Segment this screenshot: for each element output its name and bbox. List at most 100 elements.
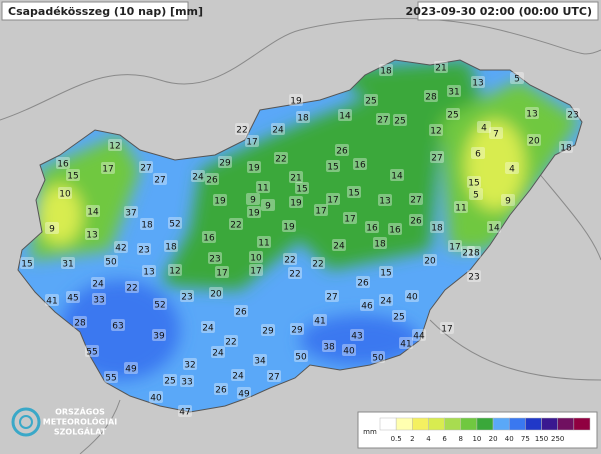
legend-label: 2 [410, 435, 414, 443]
station-box [405, 290, 419, 302]
station-box [467, 176, 481, 188]
station-box [247, 161, 261, 173]
station-box [294, 350, 308, 362]
station-value: 18 [374, 240, 386, 250]
legend-swatch [412, 417, 429, 431]
station-box [338, 109, 352, 121]
station-box [371, 351, 385, 363]
station-box [202, 231, 216, 243]
station-value: 55 [105, 374, 116, 384]
station-value: 20 [210, 290, 222, 300]
station-value: 10 [59, 190, 71, 200]
station-box [237, 387, 251, 399]
station-value: 22 [312, 260, 323, 270]
title-box [1, 1, 189, 21]
station-value: 31 [448, 88, 459, 98]
station-value: 33 [93, 296, 104, 306]
station-value: 4 [481, 124, 487, 134]
station-box [283, 253, 297, 265]
station-value: 22 [225, 338, 236, 348]
station-value: 23 [138, 246, 149, 256]
station-value: 18 [468, 249, 480, 259]
station-value: 24 [92, 280, 104, 290]
station-box [149, 391, 163, 403]
logo: ORSZÁGOS METEOROLÓGIAI SZOLGÁLAT [11, 406, 117, 437]
station-value: 22 [230, 221, 241, 231]
station-box [376, 113, 390, 125]
station-box [469, 188, 483, 200]
station-box [45, 294, 59, 306]
station-box [124, 362, 138, 374]
station-box [261, 199, 275, 211]
station-box [20, 257, 34, 269]
station-box [447, 85, 461, 97]
station-box [332, 239, 346, 251]
legend-swatch [444, 417, 462, 431]
station-value: 49 [238, 390, 250, 400]
station-box [114, 241, 128, 253]
station-box [137, 243, 151, 255]
legend-swatch [476, 417, 494, 431]
station-value: 15 [327, 163, 338, 173]
legend-label: 4 [426, 435, 431, 443]
station-value: 43 [351, 332, 362, 342]
station-value: 49 [125, 365, 137, 375]
station-value: 15 [468, 179, 479, 189]
station-value: 29 [219, 159, 231, 169]
station-box [392, 310, 406, 322]
station-box [525, 107, 539, 119]
logo-mark [19, 415, 33, 429]
station-box [313, 314, 327, 326]
station-value: 22 [126, 284, 137, 294]
station-box [56, 157, 70, 169]
station-box [378, 194, 392, 206]
station-value: 23 [209, 255, 220, 265]
station-box [229, 218, 243, 230]
station-value: 26 [215, 386, 227, 396]
station-value: 10 [250, 254, 262, 264]
station-box [85, 228, 99, 240]
legend-unit: mm [363, 428, 377, 436]
station-value: 22 [236, 126, 247, 136]
station-box [440, 322, 454, 334]
station-box [234, 305, 248, 317]
station-value: 25 [394, 117, 405, 127]
station-value: 12 [169, 267, 180, 277]
station-box [388, 223, 402, 235]
station-value: 38 [323, 343, 335, 353]
logo-text: ORSZÁGOS [55, 406, 105, 417]
station-box [356, 276, 370, 288]
station-box [66, 291, 80, 303]
station-box [256, 181, 270, 193]
station-box [365, 221, 379, 233]
station-box [379, 266, 393, 278]
station-box [180, 375, 194, 387]
station-value: 20 [528, 137, 540, 147]
station-value: 21 [435, 64, 446, 74]
station-box [471, 76, 485, 88]
station-value: 17 [246, 138, 257, 148]
station-value: 44 [413, 332, 425, 342]
station-box [168, 264, 182, 276]
station-box [104, 371, 118, 383]
station-value: 18 [297, 114, 309, 124]
station-value: 55 [86, 348, 97, 358]
station-value: 4 [509, 165, 515, 175]
station-value: 15 [21, 260, 32, 270]
station-box [471, 147, 485, 159]
station-box [379, 64, 393, 76]
station-box [271, 123, 285, 135]
legend-swatch [492, 417, 510, 431]
station-value: 22 [462, 249, 473, 259]
title: Csapadékösszeg (10 nap) [mm] [8, 5, 203, 18]
station-value: 16 [389, 226, 401, 236]
station-box [489, 127, 503, 139]
station-box [347, 186, 361, 198]
station-value: 46 [361, 302, 373, 312]
station-box [235, 123, 249, 135]
station-box [527, 134, 541, 146]
station-box [215, 266, 229, 278]
station-value: 17 [216, 269, 227, 279]
station-box [289, 171, 303, 183]
